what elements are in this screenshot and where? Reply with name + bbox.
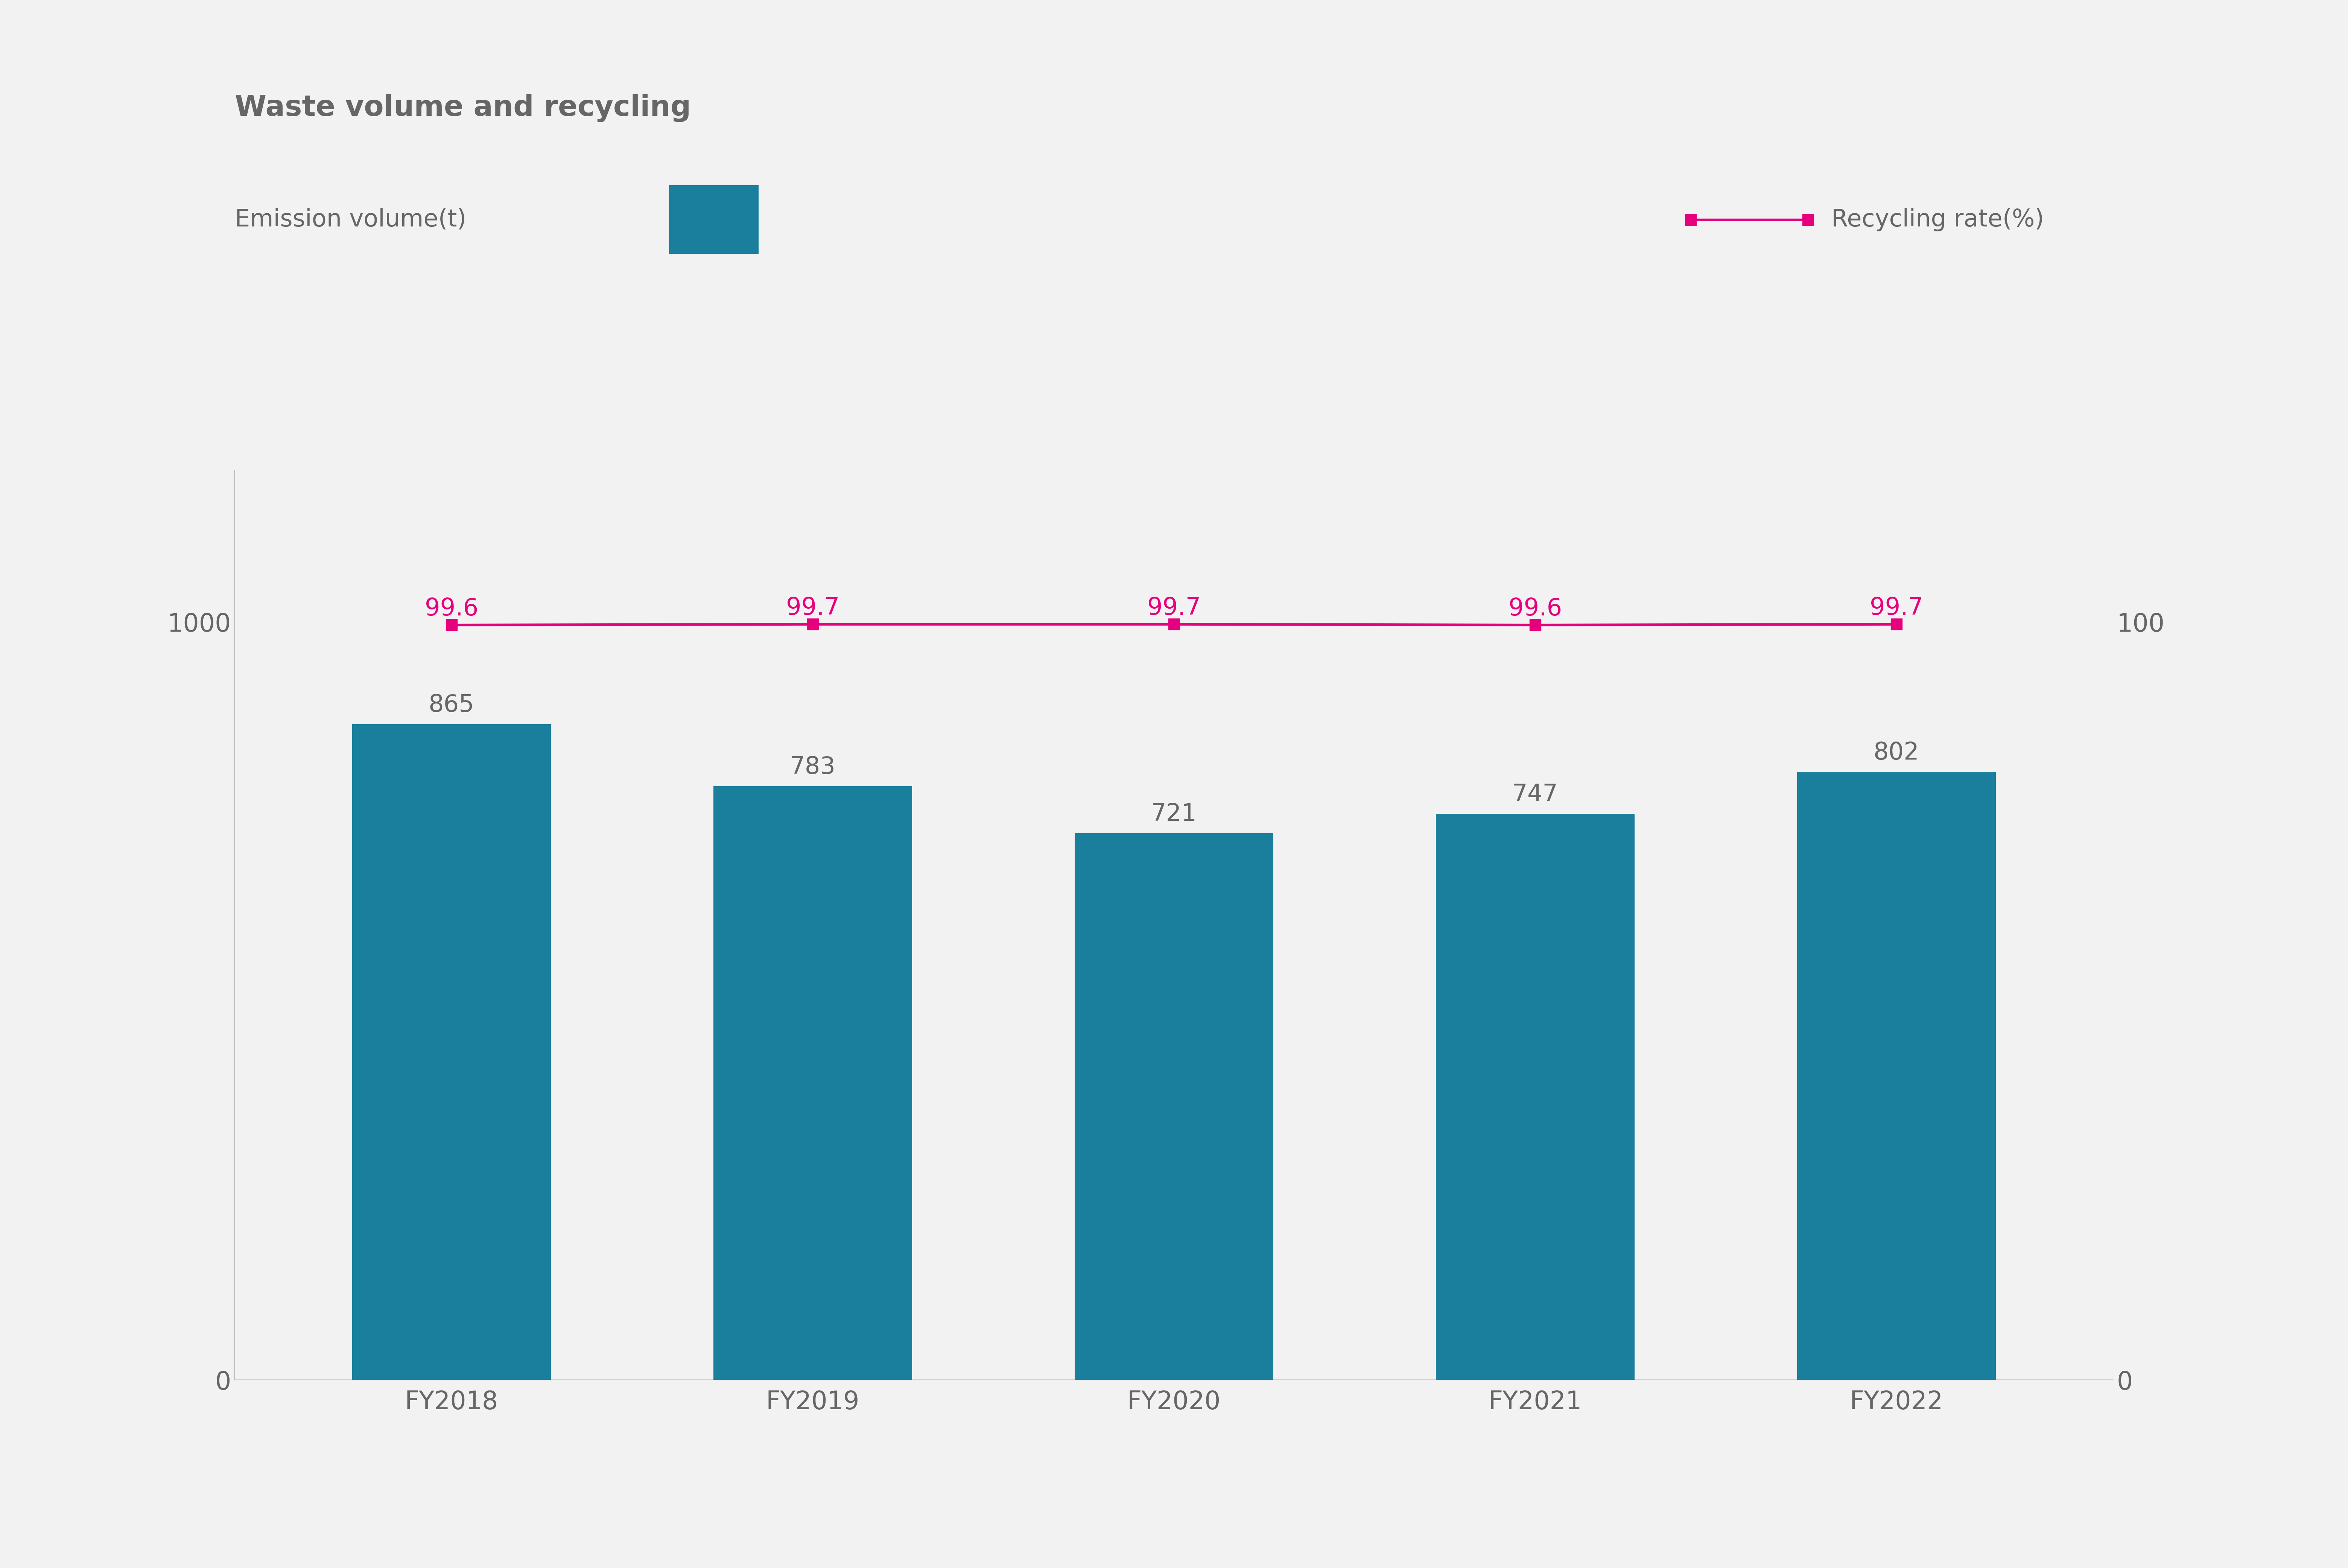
Text: 865: 865 xyxy=(430,693,474,717)
Bar xyxy=(1075,834,1273,1380)
Text: 99.7: 99.7 xyxy=(787,596,841,619)
Bar xyxy=(1437,814,1634,1380)
Bar xyxy=(714,787,911,1380)
Bar xyxy=(352,724,552,1380)
Text: 99.6: 99.6 xyxy=(1507,597,1561,621)
Bar xyxy=(1796,771,1996,1380)
Text: 99.7: 99.7 xyxy=(1869,596,1923,619)
Text: 783: 783 xyxy=(789,756,836,779)
Text: 747: 747 xyxy=(1512,782,1559,806)
Text: Recycling rate(%): Recycling rate(%) xyxy=(1831,209,2045,230)
Text: 802: 802 xyxy=(1874,742,1918,765)
Text: Waste volume and recycling: Waste volume and recycling xyxy=(235,94,690,122)
Text: 99.7: 99.7 xyxy=(1148,596,1200,619)
Text: 99.6: 99.6 xyxy=(425,597,479,621)
Text: 721: 721 xyxy=(1151,803,1197,826)
Text: Emission volume(t): Emission volume(t) xyxy=(235,209,467,230)
